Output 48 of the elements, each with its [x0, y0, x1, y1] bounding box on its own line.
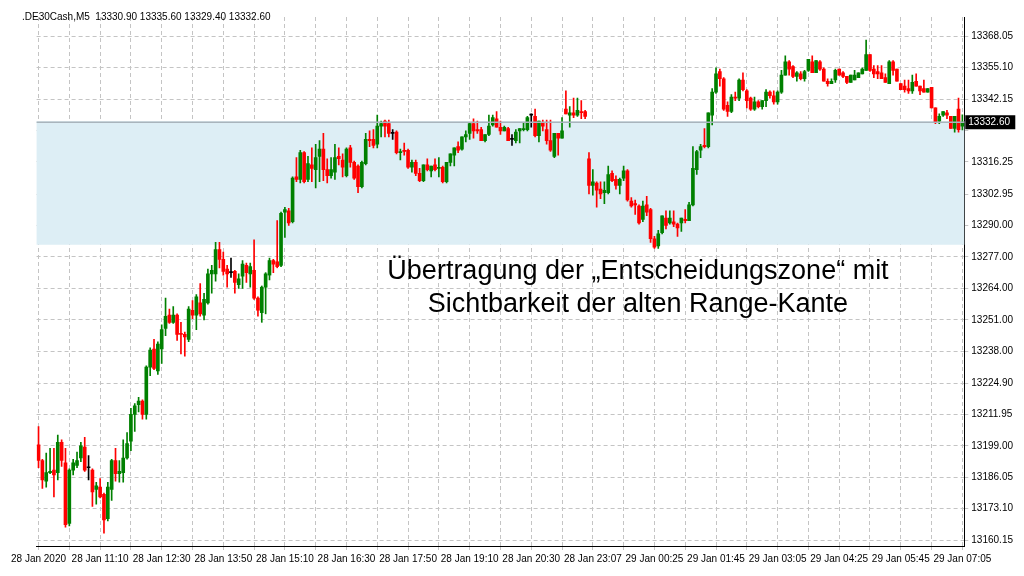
- x-tick-label: 28 Jan 16:30: [317, 552, 376, 564]
- annotation: Übertragung der „Entscheidungszone“ mit Sichtbarkeit der alten Range-Kante: [386, 254, 890, 320]
- x-tick-label: 29 Jan 05:45: [871, 552, 931, 564]
- x-tick-label: 28 Jan 20:30: [502, 552, 561, 564]
- candlestick: [437, 157, 441, 178]
- x-tick-label: 29 Jan 07:05: [933, 552, 992, 564]
- y-tick-label: 13277.00: [971, 250, 1014, 262]
- x-tick-label: 28 Jan 17:50: [379, 552, 438, 564]
- candlestick: [564, 90, 568, 115]
- candlestick: [94, 481, 99, 505]
- y-tick-label: 13199.00: [971, 439, 1014, 451]
- candlestick: [591, 169, 595, 196]
- y-tick-label: 13342.15: [971, 92, 1014, 104]
- y-tick-label: 13186.05: [971, 471, 1014, 483]
- x-tick-label: 28 Jan 13:50: [194, 552, 253, 564]
- y-tick-label: 13160.15: [971, 533, 1014, 545]
- ref-line-label: 13332.60: [968, 115, 1011, 127]
- y-tick-label: 13238.00: [971, 345, 1014, 357]
- y-tick-label: 13316.25: [971, 155, 1014, 167]
- y-tick-label: 13173.10: [971, 502, 1014, 514]
- y-tick-label: 13368.05: [971, 30, 1014, 42]
- candlestick: [556, 132, 561, 156]
- x-tick-label: 28 Jan 12:30: [132, 552, 192, 564]
- chart-title: .DE30Cash,M5 13330.90 13335.60 13329.40 13332.60: [22, 11, 271, 22]
- y-tick-label: 13264.00: [971, 282, 1014, 294]
- x-tick-label: 29 Jan 03:05: [748, 552, 807, 564]
- x-tick-label: 29 Jan 01:45: [687, 552, 746, 564]
- candlestick: [275, 220, 280, 269]
- x-tick-label: 28 Jan 19:10: [440, 552, 499, 564]
- x-tick-label: 28 Jan 23:07: [563, 552, 623, 564]
- y-tick-label: 13251.00: [971, 313, 1014, 325]
- y-tick-label: 13302.95: [971, 187, 1014, 199]
- x-tick-label: 28 Jan 15:10: [255, 552, 315, 564]
- candlestick: [310, 147, 314, 183]
- x-tick-label: 28 Jan 2020: [11, 552, 67, 564]
- y-tick-label: 13290.00: [971, 219, 1014, 231]
- candlestick: [510, 134, 514, 146]
- y-tick-label: 13224.90: [971, 376, 1014, 388]
- candlestick: [567, 106, 572, 128]
- candlestick: [683, 209, 688, 224]
- x-tick-label: 28 Jan 11:10: [71, 552, 130, 564]
- y-tick-label: 13211.95: [971, 408, 1013, 420]
- candlestick: [52, 448, 56, 498]
- x-tick-label: 29 Jan 04:25: [810, 552, 869, 564]
- x-tick-label: 29 Jan 00:25: [625, 552, 684, 564]
- candlestick: [733, 91, 738, 101]
- y-tick-label: 13355.10: [971, 61, 1014, 73]
- candlestick: [229, 257, 233, 278]
